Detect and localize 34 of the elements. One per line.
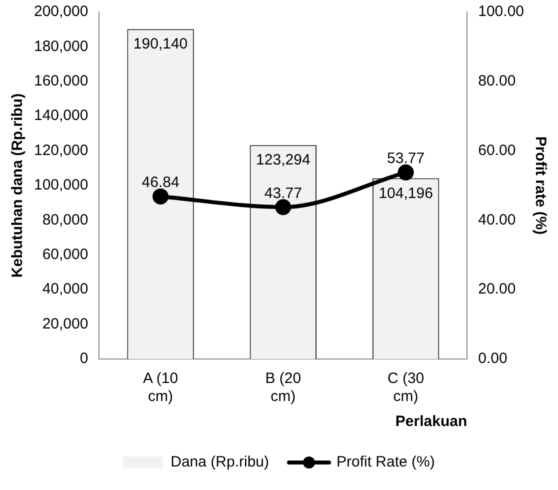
x-tick-label: A (10 cm) bbox=[143, 370, 178, 406]
data-label: 53.77 bbox=[387, 150, 425, 168]
y-tick-label: 0 bbox=[80, 350, 88, 368]
y2-axis-title: Profit rate (%) bbox=[532, 136, 549, 235]
y-tick-label: 80,000 bbox=[42, 211, 88, 228]
y-tick-label: 20,000 bbox=[42, 315, 88, 332]
y2-tick-label: 20.00 bbox=[478, 280, 516, 298]
data-label: 43.77 bbox=[264, 184, 302, 202]
y-tick-label: 180,000 bbox=[34, 38, 88, 55]
y-axis-title: Kebutuhan dana (Rp.ribu) bbox=[9, 93, 26, 278]
y-tick-label: 160,000 bbox=[34, 72, 88, 90]
y2-tick-label: 0.00 bbox=[478, 350, 508, 368]
point bbox=[275, 199, 292, 216]
data-label: 46.84 bbox=[142, 174, 180, 192]
y-tick-label: 60,000 bbox=[42, 246, 88, 264]
data-label: 104,196 bbox=[378, 184, 433, 202]
y2-tick-label: 100.00 bbox=[478, 3, 524, 20]
x-axis-title: Perlakuan bbox=[395, 413, 468, 430]
y-tick-label: 140,000 bbox=[34, 107, 88, 124]
data-label: 190,140 bbox=[133, 36, 188, 53]
y-tick-label: 120,000 bbox=[34, 142, 88, 159]
x-tick-label: C (30 cm) bbox=[387, 370, 424, 406]
data-label: 123,294 bbox=[256, 152, 310, 169]
y-tick-label: 200,000 bbox=[34, 3, 88, 20]
x-tick-label: B (20 cm) bbox=[265, 370, 302, 406]
y2-tick-label: 40.00 bbox=[478, 211, 516, 228]
point bbox=[152, 188, 169, 204]
legend-label: Dana (Rp.ribu) bbox=[170, 454, 270, 471]
y-tick-label: 40,000 bbox=[42, 280, 88, 298]
point bbox=[398, 164, 414, 180]
y-tick-label: 100,000 bbox=[34, 176, 88, 194]
y2-tick-label: 80.00 bbox=[478, 72, 516, 90]
legend-label: Profit Rate (%) bbox=[336, 454, 435, 471]
y2-tick-label: 60.00 bbox=[478, 142, 516, 159]
